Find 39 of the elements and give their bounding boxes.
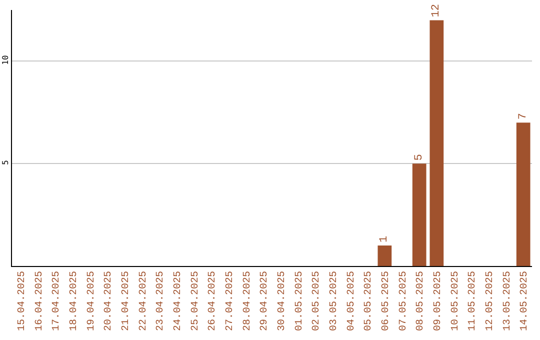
x-tick-label: 07.05.2025 bbox=[398, 271, 410, 332]
x-tick-label: 28.04.2025 bbox=[242, 271, 254, 332]
data-label: 12 bbox=[430, 4, 443, 18]
data-label: 5 bbox=[413, 154, 426, 161]
x-tick-label: 21.04.2025 bbox=[120, 271, 132, 332]
x-tick-label: 27.04.2025 bbox=[224, 271, 236, 332]
bar bbox=[412, 164, 426, 266]
x-tick-label: 19.04.2025 bbox=[86, 271, 98, 332]
x-tick-label: 03.05.2025 bbox=[328, 271, 340, 332]
x-tick-label: 10.05.2025 bbox=[450, 271, 462, 332]
x-tick-label: 30.04.2025 bbox=[276, 271, 288, 332]
x-tick-label: 09.05.2025 bbox=[432, 271, 444, 332]
bar bbox=[516, 122, 530, 266]
x-tick-label: 08.05.2025 bbox=[416, 271, 427, 332]
x-tick-label: 13.05.2025 bbox=[502, 271, 514, 332]
x-tick-label: 16.04.2025 bbox=[34, 271, 46, 332]
x-tick-label: 25.04.2025 bbox=[190, 271, 202, 332]
x-tick-label: 23.04.2025 bbox=[156, 271, 167, 332]
x-tick-label: 06.05.2025 bbox=[380, 271, 392, 332]
x-tick-label: 11.05.2025 bbox=[468, 271, 479, 332]
x-tick-label: 05.05.2025 bbox=[364, 271, 375, 332]
x-tick-label: 17.04.2025 bbox=[52, 271, 63, 332]
x-tick-label: 26.04.2025 bbox=[208, 271, 219, 332]
data-label: 1 bbox=[378, 236, 391, 243]
x-tick-label: 04.05.2025 bbox=[346, 271, 358, 332]
bar bbox=[378, 246, 392, 266]
data-label: 7 bbox=[517, 113, 530, 120]
x-tick-label: 22.04.2025 bbox=[138, 271, 150, 332]
y-tick-label: 10 bbox=[0, 55, 10, 65]
x-tick-label: 20.04.2025 bbox=[104, 271, 115, 332]
x-tick-label: 02.05.2025 bbox=[312, 271, 323, 332]
x-tick-label: 29.04.2025 bbox=[260, 271, 271, 332]
x-tick-label: 14.05.2025 bbox=[520, 271, 531, 332]
x-tick-label: 12.05.2025 bbox=[484, 271, 496, 332]
x-tick-label: 01.05.2025 bbox=[294, 271, 306, 332]
bar bbox=[430, 20, 444, 266]
x-tick-label: 24.04.2025 bbox=[172, 271, 184, 332]
x-tick-label: 15.04.2025 bbox=[16, 271, 28, 332]
x-tick-label: 18.04.2025 bbox=[68, 271, 80, 332]
